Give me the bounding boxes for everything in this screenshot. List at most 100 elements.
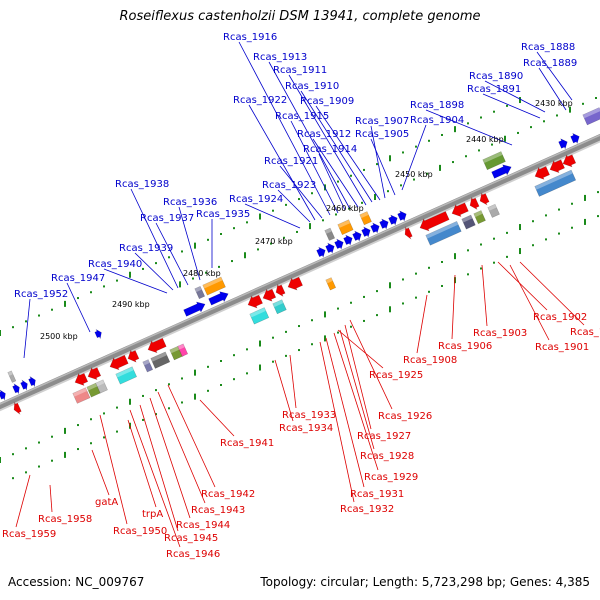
bottom-gene-label: Rcas_1903 — [473, 328, 527, 339]
lower-gene — [487, 203, 500, 218]
bottom-leader-line — [91, 449, 110, 496]
reverse-gene — [74, 372, 89, 386]
bottom-gene-label: Rcas_1941 — [220, 438, 274, 449]
upper-gene — [582, 107, 600, 126]
backbone-highlight — [0, 134, 600, 405]
top-gene-label: Rcas_1907 — [355, 116, 409, 127]
bottom-leader-line — [509, 264, 550, 341]
scale-label: 2500 kbp — [40, 332, 78, 341]
reverse-gene — [287, 276, 303, 291]
top-gene-label: Rcas_1915 — [275, 111, 329, 122]
bottom-leader-line — [129, 409, 181, 548]
bottom-leader-line — [337, 329, 384, 369]
reverse-gene — [13, 401, 22, 415]
top-leader-line — [279, 165, 323, 219]
bottom-gene-label: Rcas_1958 — [38, 514, 92, 525]
bottom-leader-line — [289, 354, 297, 409]
top-gene-label: Rcas_1937 — [140, 213, 194, 224]
lower-gene — [142, 359, 154, 373]
top-gene-label: Rcas_1913 — [253, 52, 307, 63]
backbone-line — [0, 133, 600, 410]
reverse-gene — [109, 354, 129, 371]
reverse-gene — [549, 159, 565, 174]
top-leader-line — [103, 268, 168, 294]
top-gene-label: Rcas_1905 — [355, 129, 409, 140]
top-leader-line — [300, 90, 373, 203]
gene-features — [0, 107, 600, 415]
forward-gene — [352, 230, 362, 242]
forward-gene — [334, 238, 344, 250]
reverse-gene — [562, 154, 577, 168]
top-leader-line — [178, 206, 201, 281]
reverse-gene — [87, 367, 102, 381]
reverse-gene — [419, 211, 450, 232]
top-leader-line — [312, 138, 359, 208]
upper-gene — [324, 227, 336, 241]
bottom-leader-line — [344, 324, 372, 430]
top-gene-label: Rcas_1909 — [300, 96, 354, 107]
bottom-gene-label: Rcas_1932 — [340, 504, 394, 515]
lower-gene — [249, 307, 270, 325]
forward-gene — [20, 379, 28, 392]
reverse-gene — [262, 288, 277, 302]
forward-gene — [397, 210, 407, 222]
lower-gene — [72, 387, 91, 404]
reverse-gene — [479, 192, 490, 206]
top-leader-line — [66, 282, 91, 333]
bottom-gene-label: Rcas_1946 — [166, 549, 220, 560]
bottom-leader-line — [99, 414, 128, 525]
bottom-gene-label: Rcas_1929 — [364, 472, 418, 483]
forward-gene — [12, 383, 20, 395]
upper-gene — [202, 276, 226, 296]
scale-label: 2480 kbp — [183, 269, 221, 278]
scale-label: 2430 kbp — [535, 99, 573, 108]
label-leader-lines — [15, 41, 585, 548]
bottom-leader-line — [157, 391, 206, 504]
bottom-leader-line — [149, 397, 191, 519]
forward-gene — [570, 132, 580, 145]
bottom-leader-line — [325, 337, 365, 488]
top-leader-line — [425, 109, 513, 146]
bottom-gene-label: Rcas_1908 — [403, 355, 457, 366]
forward-gene — [28, 375, 36, 388]
upper-gene — [337, 219, 354, 236]
reverse-gene — [247, 294, 263, 309]
top-gene-label: Rcas_1922 — [233, 95, 287, 106]
bottom-leader-line — [416, 294, 428, 354]
top-gene-label: Rcas_1914 — [303, 144, 357, 155]
forward-gene — [388, 214, 398, 226]
top-leader-line — [318, 153, 346, 211]
bottom-gene-label: Rcas_1925 — [369, 370, 423, 381]
bottom-leader-line — [199, 399, 235, 437]
top-leader-line — [538, 67, 567, 111]
top-leader-line — [134, 252, 174, 291]
top-leader-line — [268, 61, 351, 210]
top-leader-line — [248, 104, 316, 221]
lower-gene — [425, 221, 462, 246]
top-gene-label: Rcas_1891 — [467, 84, 521, 95]
top-gene-label: Rcas_1912 — [297, 129, 351, 140]
bottom-gene-label: Rcas_1928 — [360, 451, 414, 462]
lower-gene — [461, 214, 476, 230]
forward-gene — [94, 328, 102, 340]
bottom-leader-line — [319, 341, 355, 503]
bottom-gene-label: Rcas_1934 — [279, 423, 333, 434]
bottom-gene-label: Rcas_1901 — [535, 342, 589, 353]
lower-gene — [150, 351, 171, 369]
forward-gene — [379, 218, 389, 230]
forward-gene — [558, 138, 568, 150]
top-leader-line — [315, 105, 381, 201]
top-leader-line — [155, 222, 189, 286]
scale-label: 2440 kbp — [466, 135, 504, 144]
bottom-gene-label: Rcas_1950 — [113, 526, 167, 537]
reverse-gene — [451, 202, 469, 217]
top-gene-label: Rcas_1923 — [262, 180, 316, 191]
bottom-leader-line — [497, 261, 548, 311]
bottom-leader-line — [139, 404, 179, 532]
top-gene-label: Rcas_1947 — [51, 273, 105, 284]
top-leader-line — [536, 51, 573, 101]
top-leader-line — [290, 120, 339, 214]
bottom-gene-label: Rcas_1906 — [438, 341, 492, 352]
genome-summary-text: Topology: circular; Length: 5,723,298 bp… — [260, 575, 590, 589]
